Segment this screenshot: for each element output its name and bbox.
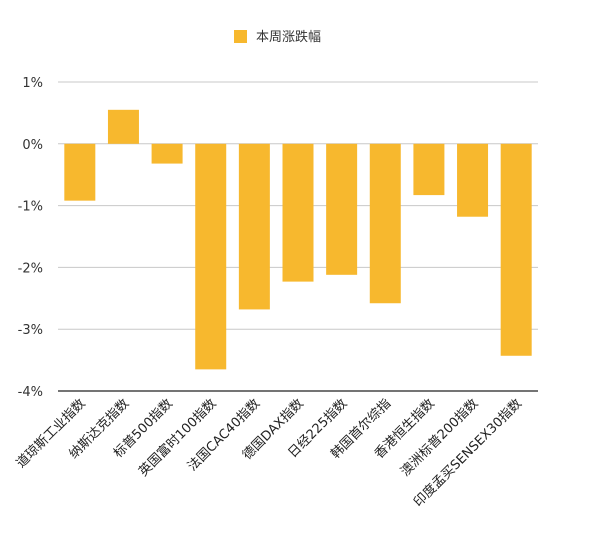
legend-swatch bbox=[234, 30, 247, 43]
bar bbox=[151, 143, 183, 164]
y-tick-label: -1% bbox=[18, 200, 43, 215]
bar bbox=[413, 143, 445, 196]
bar bbox=[238, 143, 270, 310]
legend-label: 本周涨跌幅 bbox=[256, 29, 321, 45]
y-tick-label: -2% bbox=[18, 261, 43, 276]
y-tick-label: 0% bbox=[22, 138, 43, 153]
legend: 本周涨跌幅 bbox=[234, 29, 321, 45]
x-category-label: 澳洲标普200指数 bbox=[397, 396, 481, 480]
x-axis-category-labels: 道琼斯工业指数纳斯达克指数标普500指数英国富时100指数法国CAC40指数德国… bbox=[14, 396, 525, 511]
bar bbox=[500, 143, 532, 356]
bar bbox=[282, 143, 314, 282]
bar bbox=[369, 143, 401, 304]
x-category-label: 英国富时100指数 bbox=[136, 396, 220, 480]
bar bbox=[64, 143, 96, 201]
y-axis-tick-labels: 1% 0% -1% -2% -3% -4% bbox=[18, 76, 43, 400]
y-tick-label: -3% bbox=[18, 323, 43, 338]
y-tick-label: 1% bbox=[22, 76, 43, 91]
y-tick-label: -4% bbox=[18, 385, 43, 400]
bars bbox=[64, 109, 532, 370]
bar bbox=[195, 143, 227, 370]
bar bbox=[326, 143, 358, 275]
bar bbox=[457, 143, 489, 217]
bar bbox=[107, 109, 139, 144]
